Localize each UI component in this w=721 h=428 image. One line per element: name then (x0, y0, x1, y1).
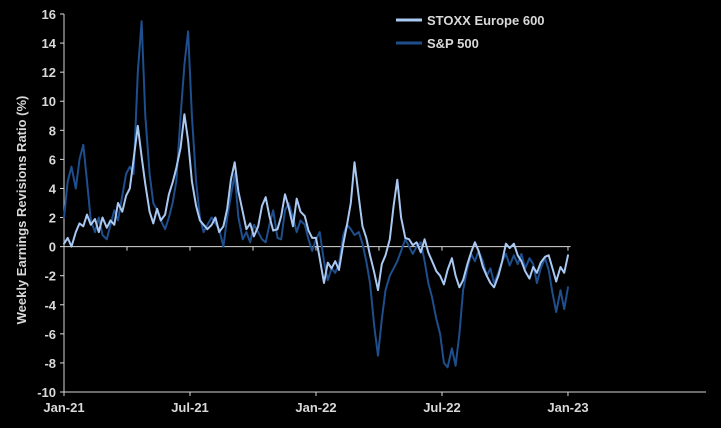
y-tick-label: 4 (49, 181, 57, 196)
y-tick-label: 0 (49, 240, 56, 255)
y-tick-label: 16 (42, 7, 56, 22)
y-tick-label: -4 (44, 298, 56, 313)
y-tick-label: -6 (44, 327, 56, 342)
x-tick-label: Jan-23 (547, 400, 588, 415)
legend-label-stoxx: STOXX Europe 600 (427, 13, 545, 28)
x-tick-label: Jan-22 (295, 400, 336, 415)
legend-label-sp500: S&P 500 (427, 36, 479, 51)
y-tick-label: -8 (44, 356, 56, 371)
x-tick-label: Jan-21 (43, 400, 84, 415)
y-tick-label: 14 (42, 36, 57, 51)
series-line-stoxx-europe-600 (63, 113, 569, 292)
y-tick-label: -10 (37, 385, 56, 400)
y-tick-label: 2 (49, 211, 56, 226)
y-tick-label: 10 (42, 94, 56, 109)
y-tick-label: 8 (49, 123, 56, 138)
y-tick-label: 6 (49, 152, 56, 167)
series-layer (63, 20, 569, 369)
x-tick-label: Jul-22 (423, 400, 461, 415)
y-tick-label: -2 (44, 269, 56, 284)
legend: STOXX Europe 600 S&P 500 (396, 13, 545, 51)
x-tick-label: Jul-21 (171, 400, 209, 415)
y-axis-ticks: -10 -8 -6 -4 -2 0 2 4 6 8 10 12 14 16 (37, 7, 64, 400)
x-axis-ticks: Jan-21 Jul-21 Jan-22 Jul-22 Jan-23 (43, 392, 589, 415)
y-tick-label: 12 (42, 65, 56, 80)
y-axis-title: Weekly Earnings Revisions Ratio (%) (14, 96, 29, 325)
